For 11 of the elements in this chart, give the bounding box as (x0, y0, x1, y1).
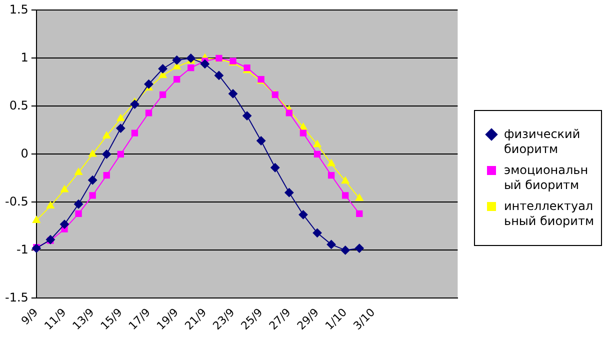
legend-label: эмоциональный биоритм (504, 163, 590, 193)
legend-label: интеллектуальный биоритм (504, 199, 596, 229)
y-tick-label: 0 (20, 146, 28, 160)
legend-label: физический биоритм (504, 127, 582, 157)
y-tick-label: -1 (16, 242, 28, 256)
y-tick-label: -1.5 (4, 290, 28, 304)
y-tick-label: 1.5 (9, 2, 28, 16)
y-tick-label: 0.5 (9, 98, 28, 112)
y-tick-label: 1 (20, 50, 28, 64)
y-tick-label: -0.5 (4, 194, 28, 208)
x-tick-label: 9/9 (18, 306, 41, 328)
